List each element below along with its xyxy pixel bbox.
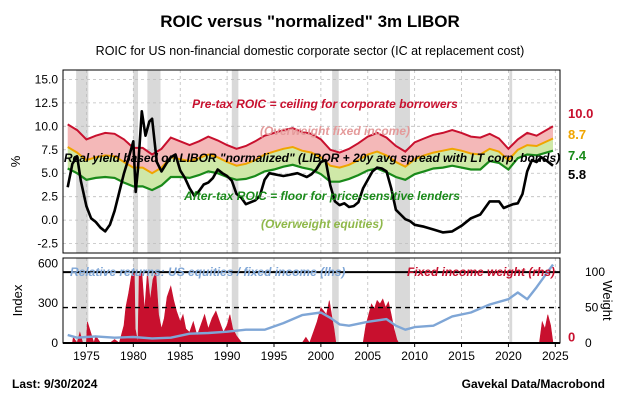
x-tick-label: 1995 xyxy=(261,349,288,363)
bottom-right-y-tick-labels: 0 50 100 xyxy=(585,265,605,350)
annotation-0: Pre-tax ROIC = ceiling for corporate bor… xyxy=(192,97,458,111)
recession-band xyxy=(133,258,139,343)
chart-title: ROIC versus "normalized" 3m LIBOR xyxy=(160,12,460,31)
recession-band xyxy=(231,258,239,343)
top-y-tick-label: 2.5 xyxy=(41,190,58,204)
end-label-libor: 5.8 xyxy=(568,167,586,182)
bottom-right-y-tick-label: 50 xyxy=(585,301,599,315)
top-annotations: Pre-tax ROIC = ceiling for corporate bor… xyxy=(64,97,560,231)
bottom-left-y-tick-label: 0 xyxy=(51,336,58,350)
x-tick-label: 1990 xyxy=(214,349,241,363)
top-y-tick-label: 12.5 xyxy=(35,96,59,110)
recession-band xyxy=(394,258,410,343)
bottom-panel: 0 300 600 0 50 100 1975 1980 1985 1990 1995 2000 2… xyxy=(10,256,615,363)
recession-band xyxy=(509,258,513,343)
x-tick-label: 2025 xyxy=(542,349,569,363)
annotation-4: (Overweight equities) xyxy=(261,217,383,231)
top-y-tick-label: -2.5 xyxy=(37,237,58,251)
top-end-labels: 10.0 8.7 7.4 5.8 xyxy=(568,106,593,182)
legend-relative-returns: Relative returns: US equities / fixed in… xyxy=(70,265,345,279)
x-tick-label: 1975 xyxy=(73,349,100,363)
recession-band xyxy=(332,258,339,343)
weight-end-label: 0 xyxy=(568,329,575,344)
chart-subtitle: ROIC for US non-financial domestic corpo… xyxy=(96,44,525,58)
bottom-right-y-axis-label: Weight xyxy=(600,280,615,321)
relative-returns-path xyxy=(67,263,554,340)
top-panel: Pre-tax ROIC = ceiling for corporate bor… xyxy=(8,69,593,254)
top-series-lines xyxy=(66,110,554,234)
top-y-tick-labels: -2.5 0.0 2.5 5.0 7.5 10.0 12.5 15.0 xyxy=(35,72,59,250)
footer-source: Gavekal Data/Macrobond xyxy=(462,377,605,391)
x-tick-label: 2015 xyxy=(448,349,475,363)
aftertax-roic-line xyxy=(67,149,554,192)
bottom-left-y-tick-label: 300 xyxy=(38,296,58,310)
annotation-2: Real yield based on LIBOR "normalized" (… xyxy=(64,151,560,165)
overweight-fixed-income-band xyxy=(67,124,553,174)
x-tick-label: 1985 xyxy=(167,349,194,363)
x-tick-label: 1980 xyxy=(120,349,147,363)
recession-band xyxy=(76,258,89,343)
x-tick-label: 2000 xyxy=(308,349,335,363)
bottom-left-y-tick-labels: 0 300 600 xyxy=(38,256,58,350)
top-y-tick-label: 10.0 xyxy=(35,119,59,133)
end-label-aftertax: 7.4 xyxy=(568,148,587,163)
legend-fixed-income-weight: Fixed income weight (rhs) xyxy=(407,265,555,279)
x-tick-label: 2010 xyxy=(401,349,428,363)
bottom-plot-frame xyxy=(62,257,561,344)
fixed-income-weight-fill xyxy=(63,271,554,345)
bottom-left-y-tick-label: 600 xyxy=(38,256,58,270)
annotation-1: (Overweight fixed income) xyxy=(260,124,410,138)
x-tick-label: 2005 xyxy=(354,349,381,363)
annotation-3: After-tax ROIC = floor for price-sensiti… xyxy=(183,189,460,203)
footer-last-date: Last: 9/30/2024 xyxy=(12,377,98,391)
relative-returns-line xyxy=(67,263,554,340)
bottom-right-y-tick-label: 0 xyxy=(585,336,592,350)
top-y-tick-label: 15.0 xyxy=(35,72,59,86)
top-y-axis-label: % xyxy=(8,155,23,167)
end-label-pretax: 10.0 xyxy=(568,106,593,121)
top-y-tick-label: 7.5 xyxy=(41,143,58,157)
top-plot-frame xyxy=(62,69,561,254)
pretax-roic-line xyxy=(67,123,554,156)
top-y-tick-label: 5.0 xyxy=(41,166,58,180)
normalized-libor-line xyxy=(66,110,554,234)
x-tick-label: 2020 xyxy=(495,349,522,363)
fixed-income-weight-area xyxy=(63,271,554,345)
bottom-right-y-tick-label: 100 xyxy=(585,265,605,279)
x-tick-labels: 1975 1980 1985 1990 1995 2000 2005 2010 2015 2020… xyxy=(73,343,569,363)
end-label-middle: 8.7 xyxy=(568,127,586,142)
midpoint-roic-line xyxy=(67,137,554,175)
bottom-left-y-axis-label: Index xyxy=(10,284,25,316)
top-y-tick-label: 0.0 xyxy=(41,213,58,227)
